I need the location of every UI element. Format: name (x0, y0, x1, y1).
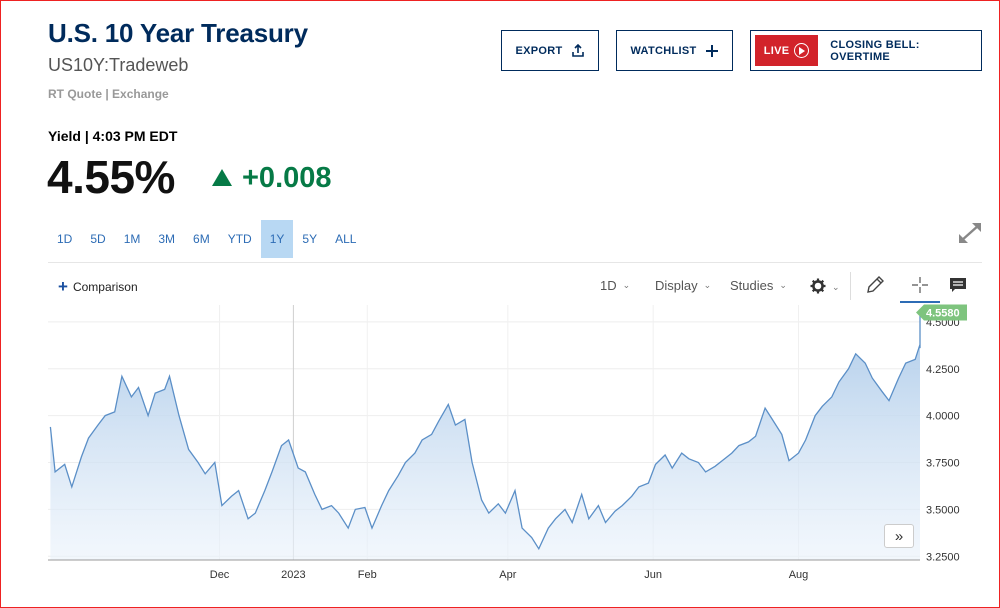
range-tab-3m[interactable]: 3M (158, 232, 176, 246)
closing-bell-label: CLOSING BELL: OVERTIME (830, 38, 920, 63)
chevron-down-icon: ⌄ (622, 280, 631, 290)
toolbar-separator (850, 272, 851, 300)
range-tab-5y[interactable]: 5Y (302, 232, 318, 246)
x-tick-label: Dec (210, 569, 230, 581)
gear-icon (810, 278, 826, 297)
y-tick-label: 3.5000 (926, 504, 960, 516)
x-tick-label: Jun (644, 569, 662, 581)
up-triangle-icon (212, 169, 232, 186)
expand-icon[interactable] (957, 221, 983, 245)
x-tick-label: Apr (499, 569, 516, 581)
time-range-tabs: 1D 5D 1M 3M 6M YTD 1Y 5Y ALL (48, 220, 365, 258)
share-icon (571, 43, 585, 58)
chevron-down-icon: ⌄ (703, 280, 712, 290)
chevron-down-icon: ⌄ (832, 282, 840, 292)
draw-pencil-icon[interactable] (860, 272, 890, 298)
last-value-badge: 4.5580 (916, 304, 967, 321)
last-value-badge-shape (916, 304, 967, 321)
symbol-label: US10Y:Tradeweb (48, 55, 189, 75)
header-divider (48, 262, 982, 263)
quote-source-note: RT Quote | Exchange (48, 87, 169, 101)
export-button[interactable]: EXPORT (501, 30, 599, 71)
plus-icon: + (58, 277, 68, 296)
plus-icon (705, 44, 719, 58)
interval-label: 1D (600, 278, 617, 293)
play-icon (794, 43, 810, 58)
comparison-label: Comparison (72, 280, 138, 294)
studies-dropdown[interactable]: Studies ⌄ (730, 278, 787, 293)
x-tick-label: Aug (789, 569, 809, 581)
live-label: LIVE (763, 44, 790, 57)
settings-dropdown[interactable]: ⌄ (810, 278, 840, 297)
crosshair-icon[interactable] (905, 272, 935, 298)
range-tab-5d[interactable]: 5D (90, 232, 106, 246)
last-value-label: 4.5580 (926, 308, 960, 320)
interval-dropdown[interactable]: 1D ⌄ (600, 278, 630, 293)
x-tick-label: Feb (358, 569, 377, 581)
range-tab-all[interactable]: ALL (335, 232, 357, 246)
export-label: EXPORT (515, 44, 563, 57)
range-tab-6m[interactable]: 6M (193, 232, 210, 246)
display-label: Display (655, 278, 698, 293)
page-title: U.S. 10 Year Treasury (48, 18, 308, 48)
scroll-right-button[interactable]: » (884, 524, 914, 548)
studies-label: Studies (730, 278, 774, 293)
y-tick-label: 4.0000 (926, 411, 960, 423)
price-change: +0.008 (212, 162, 332, 195)
chevron-down-icon: ⌄ (779, 280, 787, 290)
y-tick-label: 4.2500 (926, 364, 960, 376)
yield-area (50, 312, 920, 560)
watchlist-label: WATCHLIST (630, 44, 697, 57)
live-badge: LIVE (755, 35, 819, 66)
comment-icon[interactable] (943, 272, 973, 298)
watchlist-button[interactable]: WATCHLIST (616, 30, 733, 71)
range-tab-1m[interactable]: 1M (123, 232, 141, 246)
price-value: 4.55% (47, 151, 175, 203)
yield-line (49, 312, 921, 551)
display-dropdown[interactable]: Display ⌄ (655, 278, 711, 293)
x-axis: Dec 2023 Feb Apr Jun Aug (210, 569, 809, 581)
range-tab-1y[interactable]: 1Y (260, 220, 294, 258)
comparison-button[interactable]: + Comparison (58, 277, 138, 296)
x-tick-label: 2023 (281, 569, 305, 581)
crosshair-active-indicator (900, 301, 940, 303)
range-tab-1d[interactable]: 1D (57, 232, 73, 246)
y-tick-label: 3.2500 (926, 551, 960, 563)
live-closing-bell-button[interactable]: LIVE CLOSING BELL: OVERTIME (750, 30, 982, 71)
y-tick-label: 3.7500 (926, 458, 960, 470)
change-value: +0.008 (242, 162, 332, 194)
range-tab-ytd[interactable]: YTD (227, 232, 252, 246)
yield-timestamp: Yield | 4:03 PM EDT (48, 128, 178, 144)
